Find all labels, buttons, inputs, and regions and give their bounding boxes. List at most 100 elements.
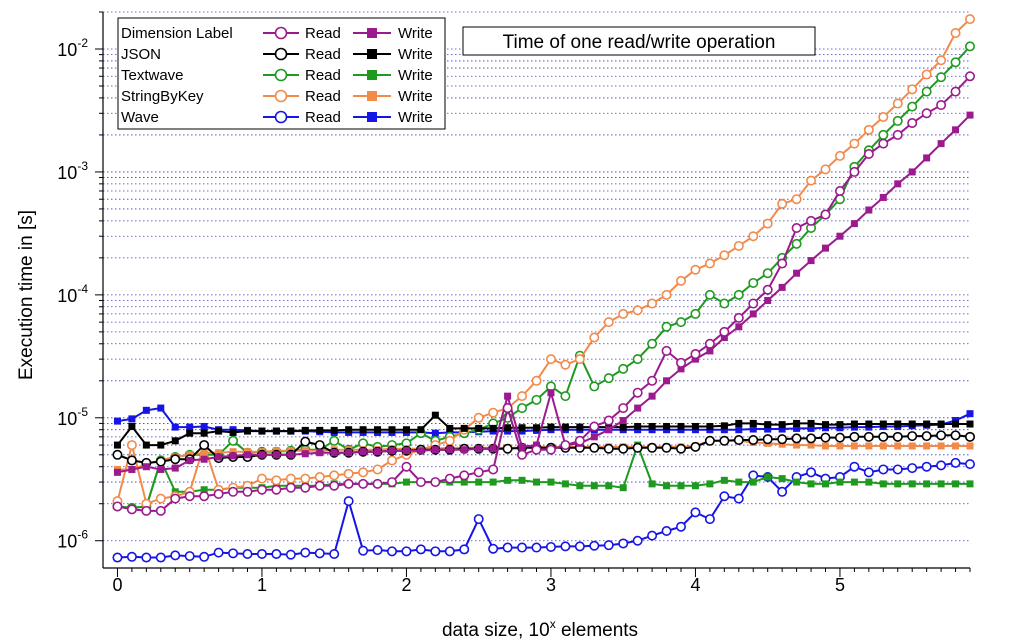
data-point: [690, 264, 701, 275]
data-point: [619, 484, 627, 492]
data-point: [141, 505, 152, 516]
data-point: [647, 530, 658, 541]
data-point: [733, 289, 744, 300]
data-point: [892, 464, 903, 475]
data-point: [533, 478, 540, 486]
data-point: [258, 451, 266, 459]
data-point: [778, 475, 786, 483]
data-point: [200, 422, 208, 430]
data-point: [950, 457, 961, 468]
legend: Dimension Label Read Write JSON Read Write Tex…: [117, 17, 446, 130]
data-point: [473, 514, 484, 525]
data-point: [576, 423, 584, 431]
data-point: [836, 421, 844, 429]
data-point: [964, 431, 975, 442]
data-point: [878, 464, 889, 475]
data-point: [950, 430, 961, 441]
data-point: [517, 403, 528, 414]
data-point: [647, 298, 658, 309]
legend-write-label: Write: [398, 88, 433, 105]
data-point: [401, 461, 412, 472]
data-point: [200, 455, 208, 463]
data-point: [907, 118, 918, 129]
data-point: [936, 72, 947, 83]
data-point: [632, 305, 643, 316]
data-point: [113, 441, 121, 449]
data-point: [184, 551, 195, 562]
data-point: [777, 258, 788, 269]
data-point: [358, 467, 369, 478]
data-point: [691, 482, 699, 490]
y-tick-label: 10-5: [57, 405, 88, 429]
data-point: [329, 480, 340, 491]
data-point: [691, 355, 699, 363]
data-point: [748, 470, 759, 481]
data-point: [791, 194, 802, 205]
data-point: [502, 542, 513, 553]
data-point: [186, 456, 194, 464]
data-point: [619, 417, 627, 425]
data-point: [359, 426, 367, 434]
data-point: [590, 433, 598, 441]
data-point: [228, 548, 239, 559]
data-point: [807, 424, 815, 432]
data-point: [791, 238, 802, 249]
data-point: [964, 459, 975, 470]
data-point: [648, 392, 656, 400]
data-point: [879, 442, 887, 450]
data-point: [157, 441, 165, 449]
data-point: [358, 545, 369, 556]
data-point: [272, 451, 280, 459]
data-point: [603, 540, 614, 551]
data-point: [966, 480, 974, 488]
data-point: [489, 445, 497, 453]
data-point: [372, 464, 383, 475]
data-point: [300, 473, 311, 484]
data-point: [762, 284, 773, 295]
data-point: [936, 100, 947, 111]
data-point: [647, 338, 658, 349]
data-point: [502, 403, 513, 414]
data-point: [793, 269, 801, 277]
data-point: [921, 86, 932, 97]
data-point: [806, 467, 817, 478]
data-point: [184, 491, 195, 502]
series-stringbykey-read: [112, 14, 975, 509]
legend-write-marker: [367, 70, 377, 80]
series-layer: [112, 14, 975, 563]
data-point: [126, 551, 137, 562]
series-line: [117, 114, 971, 474]
data-point: [879, 480, 887, 488]
data-point: [589, 421, 600, 432]
data-point: [388, 426, 396, 434]
y-tick-label: 10-4: [57, 282, 88, 306]
data-point: [560, 391, 571, 402]
legend-series-name: Wave: [121, 109, 159, 126]
data-point: [950, 86, 961, 97]
data-point: [272, 427, 280, 435]
data-point: [749, 425, 757, 433]
series-wave-read: [112, 457, 975, 563]
data-point: [314, 548, 325, 559]
data-point: [735, 419, 743, 427]
data-point: [545, 541, 556, 552]
data-point: [793, 419, 801, 427]
data-point: [430, 477, 441, 488]
data-point: [215, 427, 223, 435]
data-point: [966, 442, 974, 450]
data-point: [849, 138, 860, 149]
data-point: [285, 482, 296, 493]
data-point: [374, 426, 382, 434]
data-point: [603, 443, 614, 454]
data-point: [618, 443, 629, 454]
data-point: [170, 454, 181, 465]
data-point: [879, 193, 887, 201]
y-axis-label: Execution time in [s]: [16, 210, 37, 380]
data-point: [228, 435, 239, 446]
data-point: [576, 482, 584, 490]
data-point: [244, 427, 251, 435]
data-point: [547, 389, 555, 397]
data-point: [661, 525, 672, 536]
data-point: [822, 480, 829, 488]
legend-read-marker: [274, 68, 288, 82]
